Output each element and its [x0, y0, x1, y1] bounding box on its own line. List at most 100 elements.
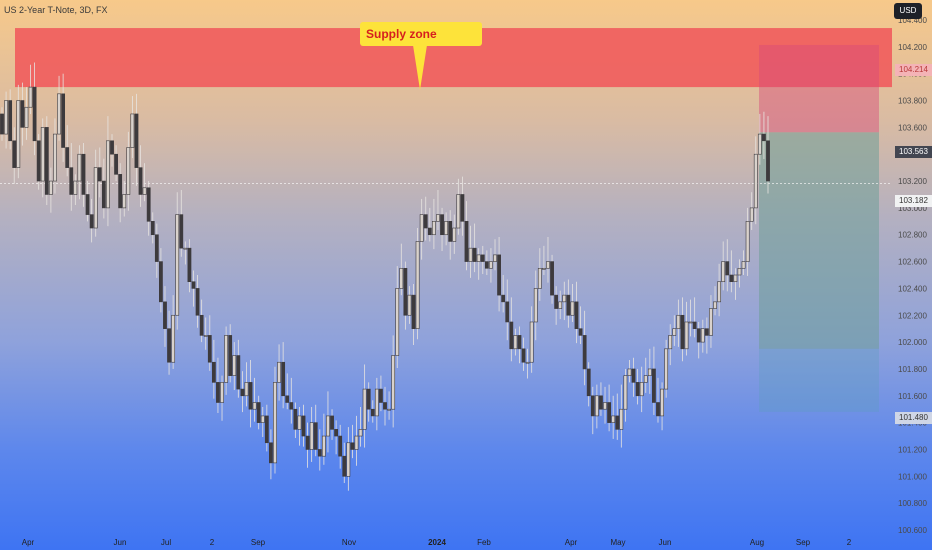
candle-body	[379, 388, 383, 403]
candle-body	[216, 382, 220, 403]
candle-body	[423, 214, 428, 229]
candle-body	[179, 214, 184, 249]
candle-body	[285, 395, 290, 403]
candle-body	[73, 180, 78, 195]
candle-body	[505, 301, 510, 323]
candle-body	[305, 435, 310, 450]
candle-body	[150, 221, 155, 236]
candle-body	[57, 93, 61, 135]
candle-body	[619, 408, 624, 430]
candle-body	[301, 415, 306, 437]
x-tick-label: 2024	[428, 538, 446, 547]
candle-body	[762, 133, 766, 142]
candle-body	[440, 214, 444, 236]
candle-body	[264, 415, 269, 444]
y-tick-label: 102.400	[898, 284, 927, 293]
candle-body	[106, 140, 110, 209]
candle-body	[562, 294, 567, 303]
candle-body	[199, 314, 204, 336]
y-tick-label: 102.200	[898, 311, 927, 320]
candle-body	[195, 288, 200, 316]
y-tick-label: 100.800	[898, 499, 927, 508]
candle-body	[309, 422, 314, 450]
candle-body	[533, 288, 538, 323]
candle-body	[366, 388, 371, 410]
candle-body	[427, 227, 432, 236]
candle-body	[411, 294, 416, 329]
candle-body	[668, 335, 673, 350]
take-profit-zone	[759, 132, 879, 349]
candle-body	[77, 153, 82, 182]
candle-body	[85, 194, 90, 215]
candle-body	[203, 335, 208, 337]
candle-body	[745, 221, 750, 262]
candle-body	[114, 153, 118, 175]
y-tick-label: 101.200	[898, 445, 927, 454]
candle-body	[346, 442, 351, 477]
candle-body	[93, 167, 98, 229]
candle-body	[766, 140, 770, 182]
candle-body	[399, 267, 404, 289]
last-price-tag: 103.563	[895, 146, 932, 158]
candle-body	[464, 221, 469, 262]
candle-body	[383, 402, 387, 410]
candle-body	[244, 382, 249, 397]
candle-body	[615, 415, 620, 430]
candle-body	[721, 261, 726, 283]
candle-body	[154, 234, 159, 262]
candle-body	[146, 187, 151, 222]
candle-body	[130, 113, 135, 148]
candle-body	[81, 153, 86, 195]
candle-body	[358, 429, 363, 437]
candle-body	[509, 321, 514, 350]
candle-body	[110, 140, 114, 155]
candle-body	[415, 241, 420, 329]
candle-body	[578, 328, 583, 336]
supply-zone-callout[interactable]: Supply zone	[360, 22, 482, 46]
x-tick-label: 2	[210, 538, 215, 547]
x-tick-label: May	[610, 538, 625, 547]
candle-body	[419, 214, 424, 242]
crosshair-price-tag: 103.182	[895, 195, 932, 207]
candle-body	[652, 368, 656, 403]
y-tick-label: 103.800	[898, 97, 927, 106]
candle-body	[0, 113, 4, 135]
x-tick-label: 2	[847, 538, 852, 547]
candle-body	[631, 368, 636, 383]
candle-body	[436, 214, 440, 222]
candle-body	[44, 127, 49, 195]
x-tick-label: Jun	[659, 538, 672, 547]
candle-body	[269, 442, 273, 464]
candle-body	[97, 167, 102, 182]
candle-body	[594, 395, 599, 417]
candle-body	[635, 382, 640, 397]
candle-body	[20, 100, 25, 128]
currency-button[interactable]: USD	[894, 3, 922, 19]
candle-body	[448, 221, 453, 242]
candle-body	[529, 321, 534, 363]
candle-body	[36, 140, 41, 182]
candle-body	[69, 167, 74, 195]
candle-body	[741, 261, 746, 269]
x-tick-label: Feb	[477, 538, 491, 547]
candle-body	[12, 140, 17, 168]
candle-body	[350, 442, 355, 450]
candle-body	[334, 429, 339, 437]
candle-body	[647, 368, 652, 376]
candle-body	[187, 247, 192, 283]
candle-body	[293, 408, 298, 430]
candle-body	[342, 455, 347, 477]
candle-body	[574, 301, 579, 329]
candle-body	[733, 274, 738, 283]
candle-body	[460, 194, 465, 222]
candle-body	[61, 93, 66, 148]
callout-pointer	[413, 45, 427, 90]
x-tick-label: Jul	[161, 538, 171, 547]
candle-body	[542, 267, 546, 270]
candle-body	[362, 388, 367, 430]
candle-body	[391, 355, 396, 410]
candle-body	[256, 402, 261, 423]
y-tick-label: 100.600	[898, 526, 927, 535]
